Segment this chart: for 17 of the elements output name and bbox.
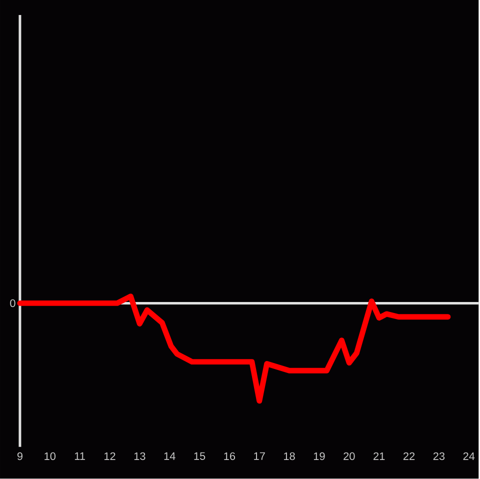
x-tick-label: 17 (254, 452, 265, 460)
x-tick-label: 24 (463, 452, 475, 460)
x-tick-label: 10 (44, 452, 56, 460)
x-tick-label: 13 (134, 452, 146, 460)
x-tick-label: 9 (17, 452, 22, 460)
ref-line-label: 0 (10, 299, 16, 308)
x-tick-label: 14 (164, 452, 176, 460)
x-tick-label: 16 (224, 452, 236, 460)
x-tick-label: 15 (194, 452, 206, 460)
x-tick-label: 11 (74, 452, 85, 460)
x-tick-label: 23 (433, 452, 445, 460)
x-tick-label: 21 (374, 452, 385, 460)
x-tick-label: 18 (284, 452, 295, 460)
x-tick-label: 22 (403, 452, 415, 460)
x-tick-label: 19 (314, 452, 325, 460)
x-tick-label: 12 (104, 452, 116, 460)
x-tick-label: 20 (344, 452, 355, 460)
